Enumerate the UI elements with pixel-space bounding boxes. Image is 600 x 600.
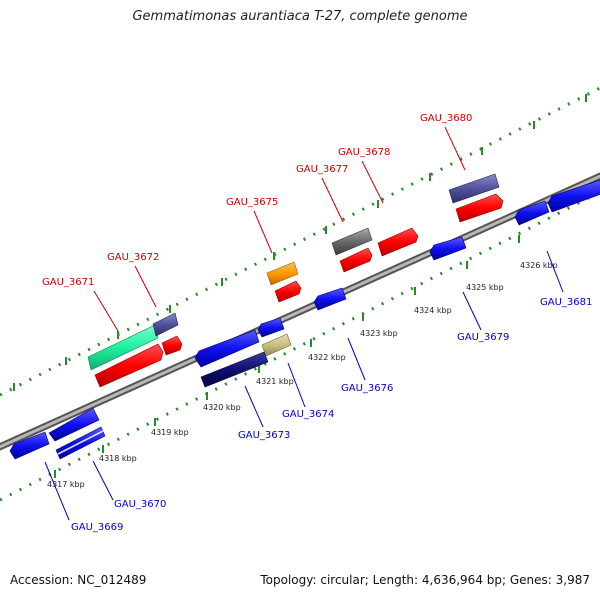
gene-gau-3674[interactable] <box>261 333 292 357</box>
forward-track-ticks <box>13 94 587 391</box>
kbp-label: 4322 kbp <box>308 353 346 362</box>
gene-gau-3678[interactable] <box>377 227 419 257</box>
kbp-label: 4318 kbp <box>99 454 137 463</box>
genome-summary-text: Topology: circular; Length: 4,636,964 bp… <box>260 573 590 587</box>
gene-gau-3673[interactable] <box>200 351 269 388</box>
kbp-label: 4321 kbp <box>256 377 294 386</box>
gene-label[interactable]: GAU_3681 <box>540 297 592 308</box>
gene-blue-reverse-2[interactable] <box>194 329 260 368</box>
kbp-label: 4323 kbp <box>360 329 398 338</box>
gene-red-forward-1[interactable] <box>94 343 164 388</box>
forward-track-dots <box>0 86 600 397</box>
genome-backbone <box>0 172 600 451</box>
gene-label[interactable]: GAU_3673 <box>238 430 290 441</box>
gene-label[interactable]: GAU_3672 <box>107 252 159 263</box>
kbp-label: 4320 kbp <box>203 403 241 412</box>
kbp-axis: 4317 kbp 4318 kbp 4319 kbp 4320 kbp 4321… <box>47 235 558 489</box>
gene-blue-reverse-1[interactable] <box>48 407 100 442</box>
gene-gau-3670[interactable] <box>55 426 106 460</box>
gene-label[interactable]: GAU_3671 <box>42 277 94 288</box>
reverse-genes <box>9 179 600 460</box>
kbp-label: 4325 kbp <box>466 283 504 292</box>
gene-blue-reverse-4[interactable] <box>514 200 550 226</box>
gene-gau-3669[interactable] <box>9 431 50 460</box>
gene-label[interactable]: GAU_3678 <box>338 147 390 158</box>
gene-red-forward-5[interactable] <box>455 193 504 223</box>
gene-label[interactable]: GAU_3677 <box>296 164 348 175</box>
gene-gau-3676[interactable] <box>313 287 347 311</box>
gene-blue-reverse-3[interactable] <box>257 317 285 338</box>
reverse-gene-labels: GAU_3669 GAU_3670 GAU_3673 GAU_3674 GAU_… <box>71 297 592 533</box>
accession-text: Accession: NC_012489 <box>10 573 147 587</box>
label-leaders <box>44 126 564 521</box>
gene-label[interactable]: GAU_3679 <box>457 332 509 343</box>
gene-gau-3671[interactable] <box>87 324 159 371</box>
gene-gau-3675[interactable] <box>266 261 299 286</box>
gene-label[interactable]: GAU_3675 <box>226 197 278 208</box>
reverse-track-dots <box>0 190 600 502</box>
kbp-label: 4319 kbp <box>151 428 189 437</box>
kbp-label: 4326 kbp <box>520 261 558 270</box>
gene-label[interactable]: GAU_3676 <box>341 383 393 394</box>
map-title: Gemmatimonas aurantiaca T-27, complete g… <box>132 9 468 24</box>
gene-red-forward-2[interactable] <box>161 335 183 356</box>
gene-gau-3677[interactable] <box>331 227 373 256</box>
gene-gau-3672[interactable] <box>152 312 179 337</box>
gene-gau-3679[interactable] <box>429 236 467 261</box>
gene-label[interactable]: GAU_3680 <box>420 113 472 124</box>
gene-gau-3681[interactable] <box>547 179 600 213</box>
gene-label[interactable]: GAU_3674 <box>282 409 334 420</box>
gene-label[interactable]: GAU_3669 <box>71 522 123 533</box>
forward-gene-labels: GAU_3671 GAU_3672 GAU_3675 GAU_3677 GAU_… <box>42 113 472 288</box>
kbp-label: 4324 kbp <box>414 306 452 315</box>
gene-red-forward-3[interactable] <box>274 280 302 303</box>
gene-gau-3680[interactable] <box>448 173 500 204</box>
kbp-label: 4317 kbp <box>47 480 85 489</box>
gene-label[interactable]: GAU_3670 <box>114 499 166 510</box>
gene-red-forward-4[interactable] <box>339 247 373 273</box>
forward-genes <box>87 173 504 388</box>
